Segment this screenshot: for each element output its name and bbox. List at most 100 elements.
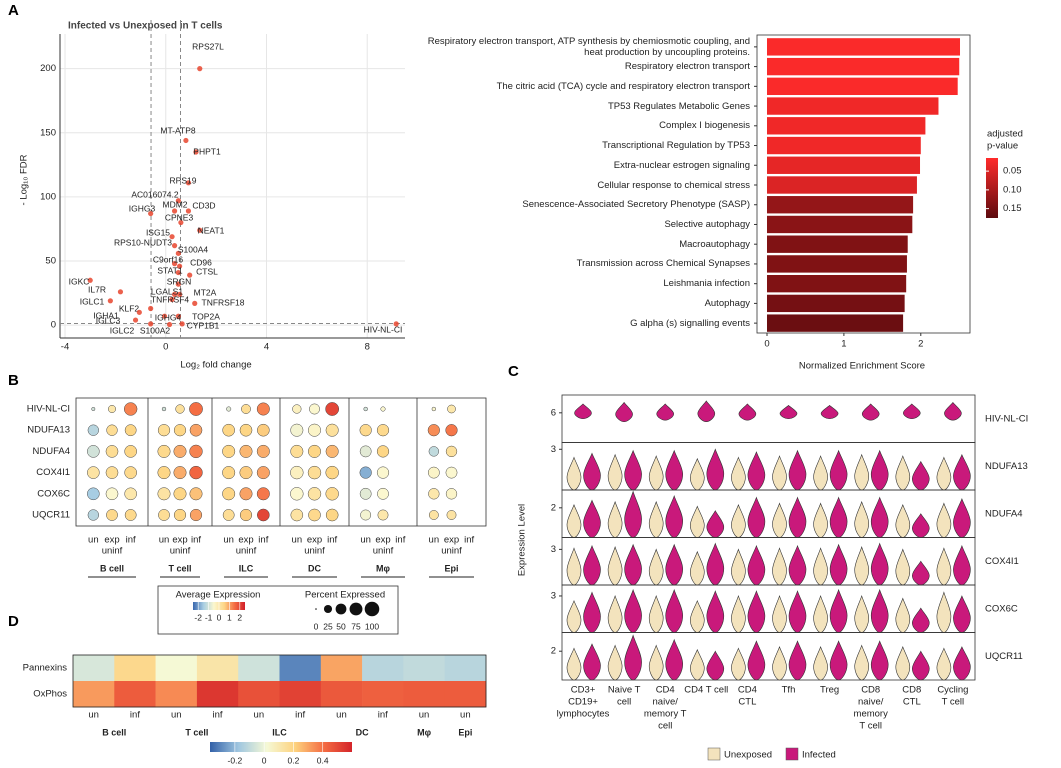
group-label: T cell: [168, 563, 191, 573]
dot: [124, 424, 137, 437]
colorbar-label: 0.2: [288, 755, 300, 765]
group-label: ILC: [239, 563, 254, 573]
size-legend-label: 50: [336, 621, 346, 631]
dot: [257, 423, 270, 437]
violin: [583, 499, 601, 538]
point-label: IGLC2: [110, 325, 135, 335]
violin: [854, 594, 870, 633]
bar: [766, 235, 908, 253]
violin: [747, 640, 766, 681]
violin: [870, 496, 889, 538]
heat-cell: [279, 681, 322, 708]
x-tick-label: cell: [658, 721, 672, 732]
data-point: [171, 243, 178, 249]
violin: [648, 500, 664, 538]
x-tick-label: un: [360, 535, 371, 546]
bar: [766, 156, 921, 174]
point-label: S100A4: [178, 244, 209, 254]
violin: [566, 547, 582, 586]
colorbar-label: -0.2: [228, 755, 243, 765]
heat-cell: [403, 655, 445, 682]
violin: [953, 498, 971, 538]
violin: [574, 403, 592, 420]
colorbar-label: 0.15: [1003, 203, 1022, 214]
y-tick-label: UQCR11: [32, 510, 70, 521]
category-label-box: Senescence-Associated Secretory Phenotyp…: [522, 199, 750, 211]
violin: [772, 645, 787, 681]
y-tick-label: Leishmania infection: [663, 278, 750, 290]
x-tick-label: un: [88, 535, 99, 546]
legend-swatch: [785, 747, 799, 761]
data-point: [175, 269, 181, 276]
bar: [766, 215, 913, 234]
legend-title: Average Expression: [176, 590, 261, 601]
data-point: [175, 281, 181, 287]
violin: [936, 502, 952, 538]
y-tick-label: Senescence-Associated Secretory Phenotyp…: [522, 199, 750, 211]
violin: [689, 648, 705, 681]
y-tick-label: OxPhos: [33, 689, 67, 700]
x-tick-label: CD4: [656, 685, 675, 696]
colorbar-label: 1: [227, 612, 232, 622]
heat-cell: [238, 681, 280, 708]
x-tick-label: inf: [213, 710, 223, 721]
data-point: [177, 263, 183, 269]
dot: [308, 508, 321, 522]
x-axis-label: Normalized Enrichment Score: [799, 361, 925, 372]
x-tick-label: inf: [327, 535, 337, 546]
violin: [895, 455, 911, 491]
violin: [648, 548, 664, 586]
data-point: [171, 261, 178, 267]
violin: [936, 591, 952, 633]
dot: [360, 509, 372, 521]
y-axis-label: Expression Level: [517, 504, 528, 576]
violin: [689, 550, 705, 586]
dot: [189, 465, 203, 480]
violin: [772, 547, 787, 586]
dot: [157, 466, 171, 480]
y-axis-label: - Log₁₀ FDR: [19, 154, 30, 205]
point-label: IGHA1: [93, 310, 119, 320]
dot: [87, 445, 100, 458]
dot: [307, 487, 322, 501]
dot: [445, 488, 458, 500]
violin: [697, 400, 716, 423]
y-tick-label: Complex I biogenesis: [659, 120, 750, 132]
size-legend-dot: [364, 601, 380, 617]
dot: [447, 404, 456, 414]
plot-frame: [75, 397, 487, 527]
bar: [766, 136, 921, 155]
row-frame: [561, 632, 976, 681]
x-tick-label: Naive T: [608, 685, 641, 696]
violin: [944, 401, 962, 421]
y-tick-label: 3: [551, 544, 556, 555]
x-tick-label: exp: [104, 535, 119, 546]
x-tick-label: Tfh: [782, 685, 796, 696]
y-tick-label: Autophagy: [704, 297, 750, 309]
point-label: CPNE3: [165, 212, 194, 222]
violin: [854, 453, 870, 491]
violin: [829, 543, 848, 586]
violin: [624, 634, 642, 681]
data-point: [117, 289, 124, 295]
dot: [222, 509, 235, 521]
dot: [428, 488, 440, 500]
violin: [731, 594, 746, 633]
category-label-box: Transcriptional Regulation by TP53: [602, 140, 750, 151]
point-label: CYP1B1: [187, 320, 220, 330]
size-legend-label: 75: [351, 621, 361, 631]
y-tick-label: TP53 Regulates Metabolic Genes: [607, 100, 750, 112]
dot: [222, 466, 236, 480]
dot: [108, 405, 116, 413]
dot: [239, 423, 253, 437]
heat-cell: [279, 655, 322, 682]
colorbar-label: -2: [194, 612, 202, 622]
y-tick-label: 0: [51, 320, 56, 331]
data-point: [179, 321, 185, 327]
dot: [189, 423, 203, 437]
violin: [747, 544, 766, 586]
size-legend-label: 100: [365, 621, 379, 631]
dot: [239, 487, 253, 501]
violin: [665, 495, 684, 538]
